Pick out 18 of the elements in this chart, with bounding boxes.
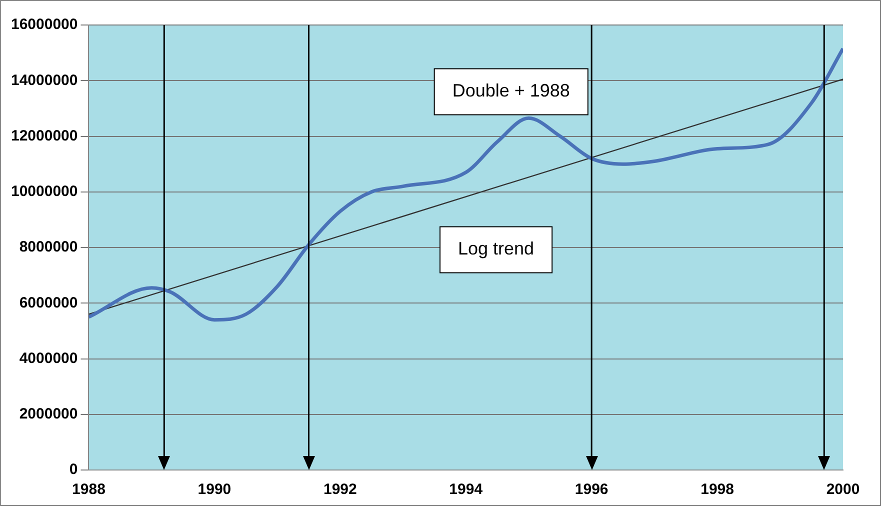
x-tick-label: 2000 bbox=[826, 481, 860, 498]
x-tick-label: 1996 bbox=[574, 481, 608, 498]
x-tick-label: 1994 bbox=[449, 481, 484, 498]
annotation: Log trend bbox=[458, 238, 534, 259]
y-tick-label: 6000000 bbox=[19, 294, 78, 312]
y-tick-label: 8000000 bbox=[19, 238, 78, 256]
y-tick-label: 16000000 bbox=[10, 16, 78, 34]
x-tick-label: 1998 bbox=[700, 481, 734, 498]
y-tick-label: 12000000 bbox=[10, 127, 78, 144]
y-tick-label: 10000000 bbox=[10, 183, 78, 200]
y-tick-label: 4000000 bbox=[19, 350, 78, 367]
x-tick-label: 1992 bbox=[323, 481, 357, 498]
x-tick-label: 1988 bbox=[72, 481, 106, 498]
y-tick-label: 0 bbox=[69, 461, 78, 478]
y-tick-label: 2000000 bbox=[19, 406, 78, 423]
x-tick-label: 1990 bbox=[198, 481, 232, 498]
annotation: Double + 1988 bbox=[452, 80, 570, 101]
y-tick-label: 14000000 bbox=[10, 72, 78, 89]
